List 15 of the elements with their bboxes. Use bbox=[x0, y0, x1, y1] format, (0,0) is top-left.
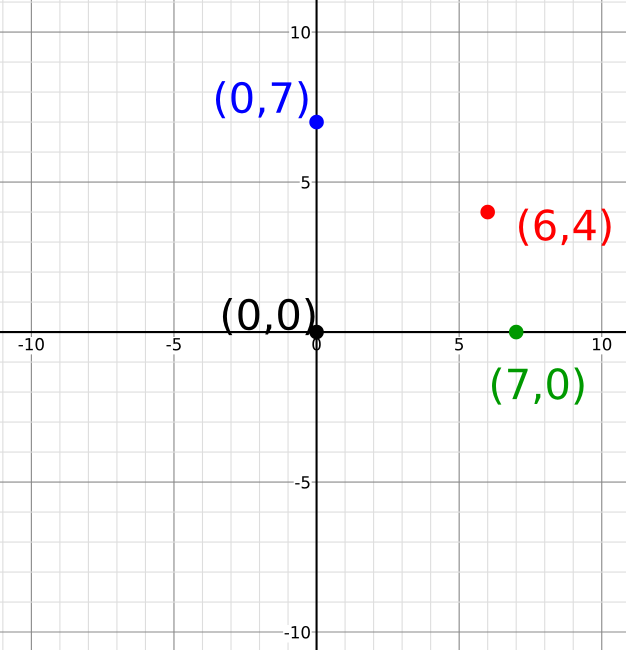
x-tick-label: -10 bbox=[18, 338, 44, 351]
annotation: (6,4) bbox=[519, 208, 611, 246]
point bbox=[309, 114, 324, 130]
y-tick-label: 10 bbox=[292, 26, 310, 39]
annotation: (0,0) bbox=[222, 298, 315, 336]
y-tick-label: 5 bbox=[302, 176, 310, 189]
x-tick-label: 10 bbox=[592, 338, 612, 351]
annotation: (7,0) bbox=[492, 367, 584, 405]
x-tick-label: -5 bbox=[166, 338, 181, 351]
x-tick-label: 5 bbox=[455, 338, 464, 351]
point bbox=[480, 204, 495, 220]
y-tick-label: -10 bbox=[284, 626, 310, 639]
point bbox=[508, 324, 524, 340]
annotation: (0,7) bbox=[216, 81, 308, 118]
y-tick-label: -5 bbox=[295, 476, 310, 489]
